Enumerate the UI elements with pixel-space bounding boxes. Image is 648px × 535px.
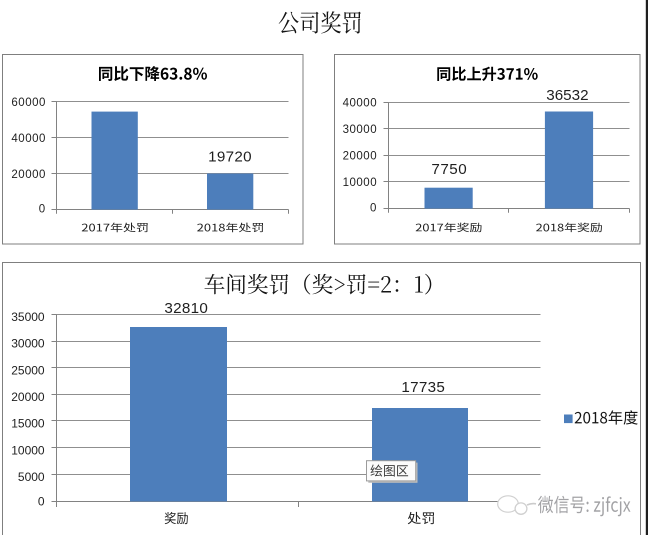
- svg-text:0: 0: [39, 203, 46, 215]
- svg-text:17735: 17735: [401, 379, 445, 396]
- svg-text:32810: 32810: [164, 300, 208, 317]
- svg-text:15000: 15000: [11, 417, 45, 431]
- svg-text:10000: 10000: [343, 177, 377, 189]
- svg-text:35000: 35000: [11, 310, 45, 324]
- svg-text:40000: 40000: [343, 97, 377, 109]
- svg-text:0: 0: [370, 202, 377, 214]
- svg-text:19720: 19720: [208, 148, 252, 165]
- svg-text:20000: 20000: [11, 169, 45, 181]
- svg-text:7750: 7750: [431, 161, 467, 178]
- svg-text:10000: 10000: [11, 443, 45, 457]
- svg-text:36532: 36532: [546, 87, 588, 104]
- svg-text:40000: 40000: [11, 133, 45, 145]
- svg-text:25000: 25000: [11, 363, 45, 377]
- svg-text:20000: 20000: [11, 390, 45, 404]
- svg-text:60000: 60000: [11, 97, 45, 109]
- svg-text:20000: 20000: [343, 151, 377, 163]
- svg-text:0: 0: [38, 494, 45, 508]
- svg-text:30000: 30000: [343, 124, 377, 136]
- svg-text:30000: 30000: [11, 337, 45, 351]
- svg-text:5000: 5000: [18, 470, 45, 484]
